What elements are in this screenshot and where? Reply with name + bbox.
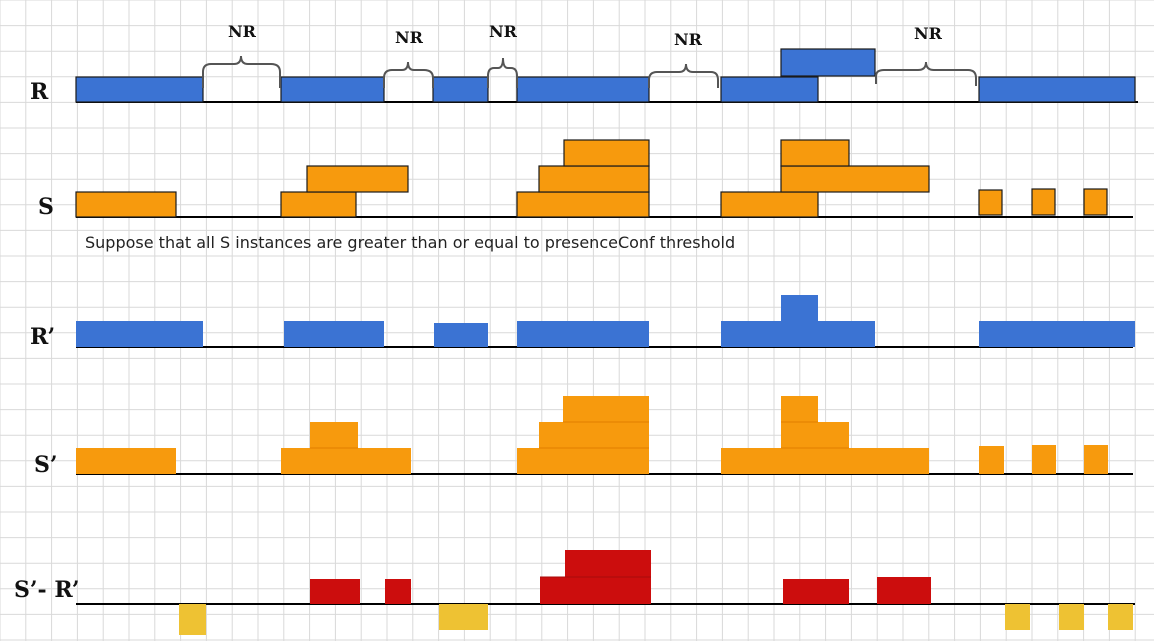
r-prime-bar xyxy=(76,321,203,347)
s-prime-bar xyxy=(517,448,649,474)
s-bar xyxy=(720,191,819,218)
diff-positive-bar xyxy=(385,579,411,604)
s-bar xyxy=(280,191,357,218)
s-bar xyxy=(538,165,650,193)
nr-braces xyxy=(202,55,977,88)
row-r: R NR NR NR NR NR xyxy=(30,22,1138,105)
s-bar xyxy=(306,165,409,193)
s-prime-bar xyxy=(310,422,358,448)
nr-labels: NR NR NR NR NR xyxy=(228,22,943,49)
s-bars xyxy=(75,139,1108,218)
s-prime-dividers xyxy=(310,421,849,449)
nr-label: NR xyxy=(489,22,518,41)
s-bar xyxy=(780,165,930,193)
nr-label: NR xyxy=(395,28,424,47)
r-prime-bars xyxy=(76,295,1135,347)
r-bar xyxy=(516,76,650,103)
diff-positive-bar xyxy=(783,579,849,604)
label-s: S xyxy=(38,194,54,220)
s-bar xyxy=(1083,188,1108,216)
diff-positive-bars xyxy=(310,550,931,604)
r-bar xyxy=(280,76,385,103)
s-bar xyxy=(1031,188,1056,216)
r-bar xyxy=(432,76,489,103)
nr-brace xyxy=(383,61,434,88)
s-bar xyxy=(75,191,177,218)
nr-label: NR xyxy=(674,30,703,49)
r-prime-bar xyxy=(721,321,875,347)
label-r-prime: R’ xyxy=(30,324,55,350)
s-prime-bar xyxy=(979,446,1004,474)
s-prime-bar xyxy=(1084,445,1108,474)
r-prime-bar xyxy=(517,321,649,347)
s-prime-bar xyxy=(539,422,649,448)
s-prime-bar xyxy=(1032,445,1056,474)
nr-brace xyxy=(202,55,281,88)
diff-negative-bar xyxy=(439,604,488,630)
s-prime-bar xyxy=(781,396,818,422)
diff-negative-bar xyxy=(1108,604,1133,630)
r-bar xyxy=(75,76,204,103)
s-prime-bar xyxy=(76,448,176,474)
s-prime-bars xyxy=(76,396,1108,474)
nr-label: NR xyxy=(228,22,257,41)
row-s-prime: S’ xyxy=(34,396,1133,478)
r-bars xyxy=(75,48,1136,103)
nr-brace xyxy=(487,57,518,88)
r-prime-bar xyxy=(284,321,384,347)
r-prime-bar-upper xyxy=(781,295,818,321)
diff-negative-bar xyxy=(1059,604,1084,630)
label-diff: S’- R’ xyxy=(14,577,80,603)
r-bar-upper xyxy=(780,48,876,77)
s-bar xyxy=(563,139,650,167)
threshold-note: Suppose that all S instances are greater… xyxy=(85,233,735,252)
s-prime-bar xyxy=(563,396,649,422)
diff-negative-bars xyxy=(179,604,1133,635)
r-bar xyxy=(978,76,1136,103)
r-prime-bar xyxy=(434,323,488,347)
diff-positive-bar xyxy=(310,579,360,604)
row-r-prime: R’ xyxy=(30,295,1135,350)
diff-positive-bar xyxy=(540,577,651,604)
r-bar xyxy=(720,76,819,103)
r-prime-bar xyxy=(979,321,1135,347)
s-bar xyxy=(780,139,850,167)
diff-negative-bar xyxy=(179,604,206,635)
diff-negative-bar xyxy=(1005,604,1030,630)
label-r: R xyxy=(30,79,49,105)
s-prime-bar xyxy=(721,448,929,474)
diff-positive-bar xyxy=(565,550,651,577)
row-diff: S’- R’ xyxy=(14,550,1135,635)
s-prime-bar xyxy=(281,448,411,474)
s-prime-bar xyxy=(781,422,849,448)
diff-positive-bar xyxy=(877,577,931,604)
nr-brace xyxy=(648,63,719,88)
row-s: S xyxy=(38,139,1133,220)
label-s-prime: S’ xyxy=(34,452,58,478)
s-bar xyxy=(978,189,1003,216)
nr-label: NR xyxy=(914,24,943,43)
s-bar xyxy=(516,191,650,218)
nr-brace xyxy=(875,61,977,86)
